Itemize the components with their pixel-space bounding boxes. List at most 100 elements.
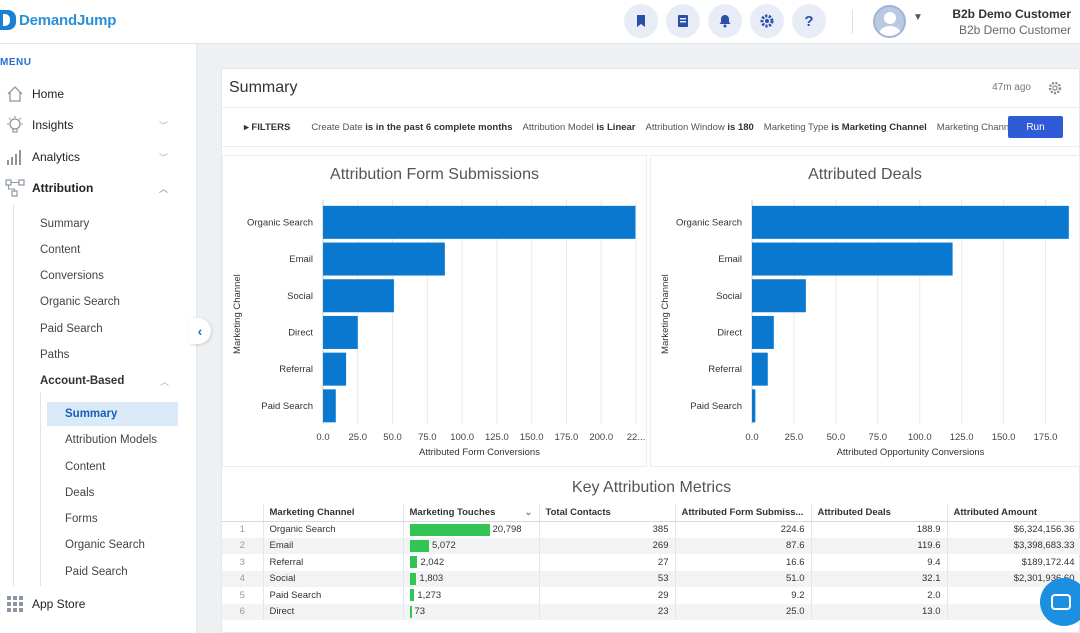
filter-marketing-type[interactable]: Marketing Type is Marketing Channel: [764, 122, 927, 133]
touches-bar: [409, 605, 412, 618]
chevron-down-icon[interactable]: ▼: [913, 12, 923, 23]
sidebar-subitem-ab-attribution-models[interactable]: Attribution Models: [65, 434, 158, 446]
app-logo[interactable]: DemandJump: [0, 10, 116, 30]
column-header[interactable]: Attributed Deals: [811, 504, 948, 522]
filter-name: Marketing Type: [763, 121, 829, 133]
filter-marketing-channel[interactable]: Marketing Channel: [937, 122, 1017, 133]
row-index: 1: [222, 521, 264, 538]
touches-cell: 1,803: [403, 570, 540, 587]
channel-cell: Direct: [263, 603, 404, 620]
run-button[interactable]: Run: [1008, 116, 1063, 138]
tree-line: [13, 204, 14, 586]
sidebar-item-attribution[interactable]: Attribution ︿: [0, 176, 190, 200]
touches-bar-wrap: 20,798: [409, 523, 533, 536]
x-tick-label: 200.0: [589, 432, 613, 443]
forms-cell: 25.0: [675, 603, 812, 620]
amount-cell: $189,172.44: [947, 554, 1080, 571]
gear-icon[interactable]: [750, 4, 784, 38]
sidebar-item-label: Analytics: [32, 150, 81, 164]
column-header-label: Marketing Touches: [409, 506, 496, 518]
filters-toggle-label: FILTERS: [251, 121, 291, 133]
page-title: Summary: [229, 79, 298, 96]
sidebar-subitem-ab-deals[interactable]: Deals: [65, 487, 95, 499]
category-label: Referral: [708, 364, 742, 375]
forms-cell: 224.6: [675, 521, 812, 538]
sidebar-subitem-paths[interactable]: Paths: [40, 349, 70, 361]
touches-cell: 5,072: [403, 537, 540, 554]
chevron-down-icon[interactable]: ﹀: [158, 120, 168, 131]
category-label: Social: [716, 291, 742, 302]
x-tick-label: 0.0: [745, 432, 758, 443]
sidebar-subitem-summary[interactable]: Summary: [40, 218, 90, 230]
sidebar-subitem-conversions[interactable]: Conversions: [40, 270, 104, 282]
sidebar-subitem-ab-summary[interactable]: Summary: [47, 402, 178, 426]
forms-cell: 51.0: [675, 570, 812, 587]
contacts-cell: 385: [539, 521, 676, 538]
home-icon: [3, 84, 27, 104]
sidebar-item-label: App Store: [32, 597, 86, 611]
chevron-up-icon[interactable]: ︿: [160, 376, 170, 387]
sidebar-subitem-ab-content[interactable]: Content: [65, 461, 106, 473]
chevron-up-icon[interactable]: ︿: [158, 183, 168, 194]
filter-op: is: [365, 121, 374, 133]
notes-icon[interactable]: [666, 4, 700, 38]
sidebar-collapse-button[interactable]: ‹: [189, 318, 211, 344]
column-header[interactable]: Attributed Form Submiss...: [675, 504, 812, 522]
avatar[interactable]: [873, 5, 906, 38]
help-icon[interactable]: ?: [792, 4, 826, 38]
table-row[interactable]: 1 Organic Search 20,798 385 224.6 188.9 $6,324…: [222, 521, 1080, 538]
sidebar-item-analytics[interactable]: Analytics ﹀: [0, 145, 190, 169]
sidebar-item-label: Account-Based: [40, 375, 125, 387]
chevron-down-icon[interactable]: ﹀: [158, 152, 168, 163]
filter-name: Marketing Channel: [936, 121, 1017, 133]
logo-mark-icon: [0, 10, 16, 30]
bell-icon[interactable]: [708, 4, 742, 38]
flow-icon: [3, 178, 27, 198]
column-header-sorted[interactable]: Marketing Touches ⌄: [403, 504, 540, 522]
table-row[interactable]: 4 Social 1,803 53 51.0 32.1 $2,301,936.60: [222, 570, 1080, 587]
table-row[interactable]: 6Direct732325.013.0$87...: [222, 603, 1080, 620]
bar-email: [752, 242, 953, 276]
category-label: Organic Search: [247, 217, 313, 228]
filter-attribution-model[interactable]: Attribution Model is Linear: [522, 122, 635, 133]
filters-toggle[interactable]: ▸ FILTERS: [244, 121, 291, 133]
sidebar-subitem-paid-search[interactable]: Paid Search: [40, 323, 103, 335]
sidebar-subitem-account-based[interactable]: Account-Based ︿: [40, 371, 180, 391]
x-axis-label: Attributed Form Conversions: [419, 447, 540, 458]
lightbulb-icon: [3, 115, 27, 135]
filter-attribution-window[interactable]: Attribution Window is 180: [646, 122, 754, 133]
sort-desc-icon[interactable]: ⌄: [524, 506, 533, 518]
bookmark-icon[interactable]: [624, 4, 658, 38]
table-row[interactable]: 3 Referral 2,042 27 16.6 9.4 $189,172.44: [222, 554, 1080, 571]
touches-cell: 73: [403, 603, 540, 620]
column-header[interactable]: Marketing Channel: [263, 504, 404, 522]
user-name[interactable]: B2b Demo Customer: [952, 7, 1071, 21]
sidebar-item-home[interactable]: Home: [0, 82, 190, 106]
filter-op: is: [596, 121, 605, 133]
chat-widget-button[interactable]: [1040, 578, 1080, 626]
column-header[interactable]: Attributed Amount: [947, 504, 1080, 522]
x-tick-label: 50.0: [383, 432, 402, 443]
bar-chart-icon: [3, 147, 27, 167]
logo-text: DemandJump: [19, 11, 117, 29]
bar-email: [323, 242, 445, 276]
sidebar-subitem-ab-organic-search[interactable]: Organic Search: [65, 539, 145, 551]
sidebar-item-app-store[interactable]: App Store: [0, 592, 190, 616]
column-header[interactable]: Total Contacts: [539, 504, 676, 522]
x-tick-label: 150.0: [992, 432, 1016, 443]
sidebar-subitem-content[interactable]: Content: [40, 244, 81, 256]
sidebar-item-insights[interactable]: Insights ﹀: [0, 113, 190, 137]
sidebar-subitem-ab-forms[interactable]: Forms: [65, 513, 98, 525]
sidebar-subitem-ab-paid-search[interactable]: Paid Search: [65, 566, 128, 578]
sidebar-subitem-organic-search[interactable]: Organic Search: [40, 296, 120, 308]
filter-create-date[interactable]: Create Date is in the past 6 complete mo…: [311, 122, 512, 133]
y-axis-label: Marketing Channel: [232, 274, 243, 354]
filter-op: is: [727, 121, 736, 133]
category-label: Email: [289, 254, 313, 265]
settings-gear-icon[interactable]: [1047, 80, 1063, 96]
chart-form-submissions-svg: 0.0 25.0 50.0 75.0 100.0 125.0 150.0 175.0 200.0…: [232, 200, 645, 458]
x-tick-label: 100.0: [450, 432, 474, 443]
bar-social: [323, 279, 394, 313]
table-row[interactable]: 2 Email 5,072 269 87.6 119.6 $3,398,683.33: [222, 537, 1080, 554]
